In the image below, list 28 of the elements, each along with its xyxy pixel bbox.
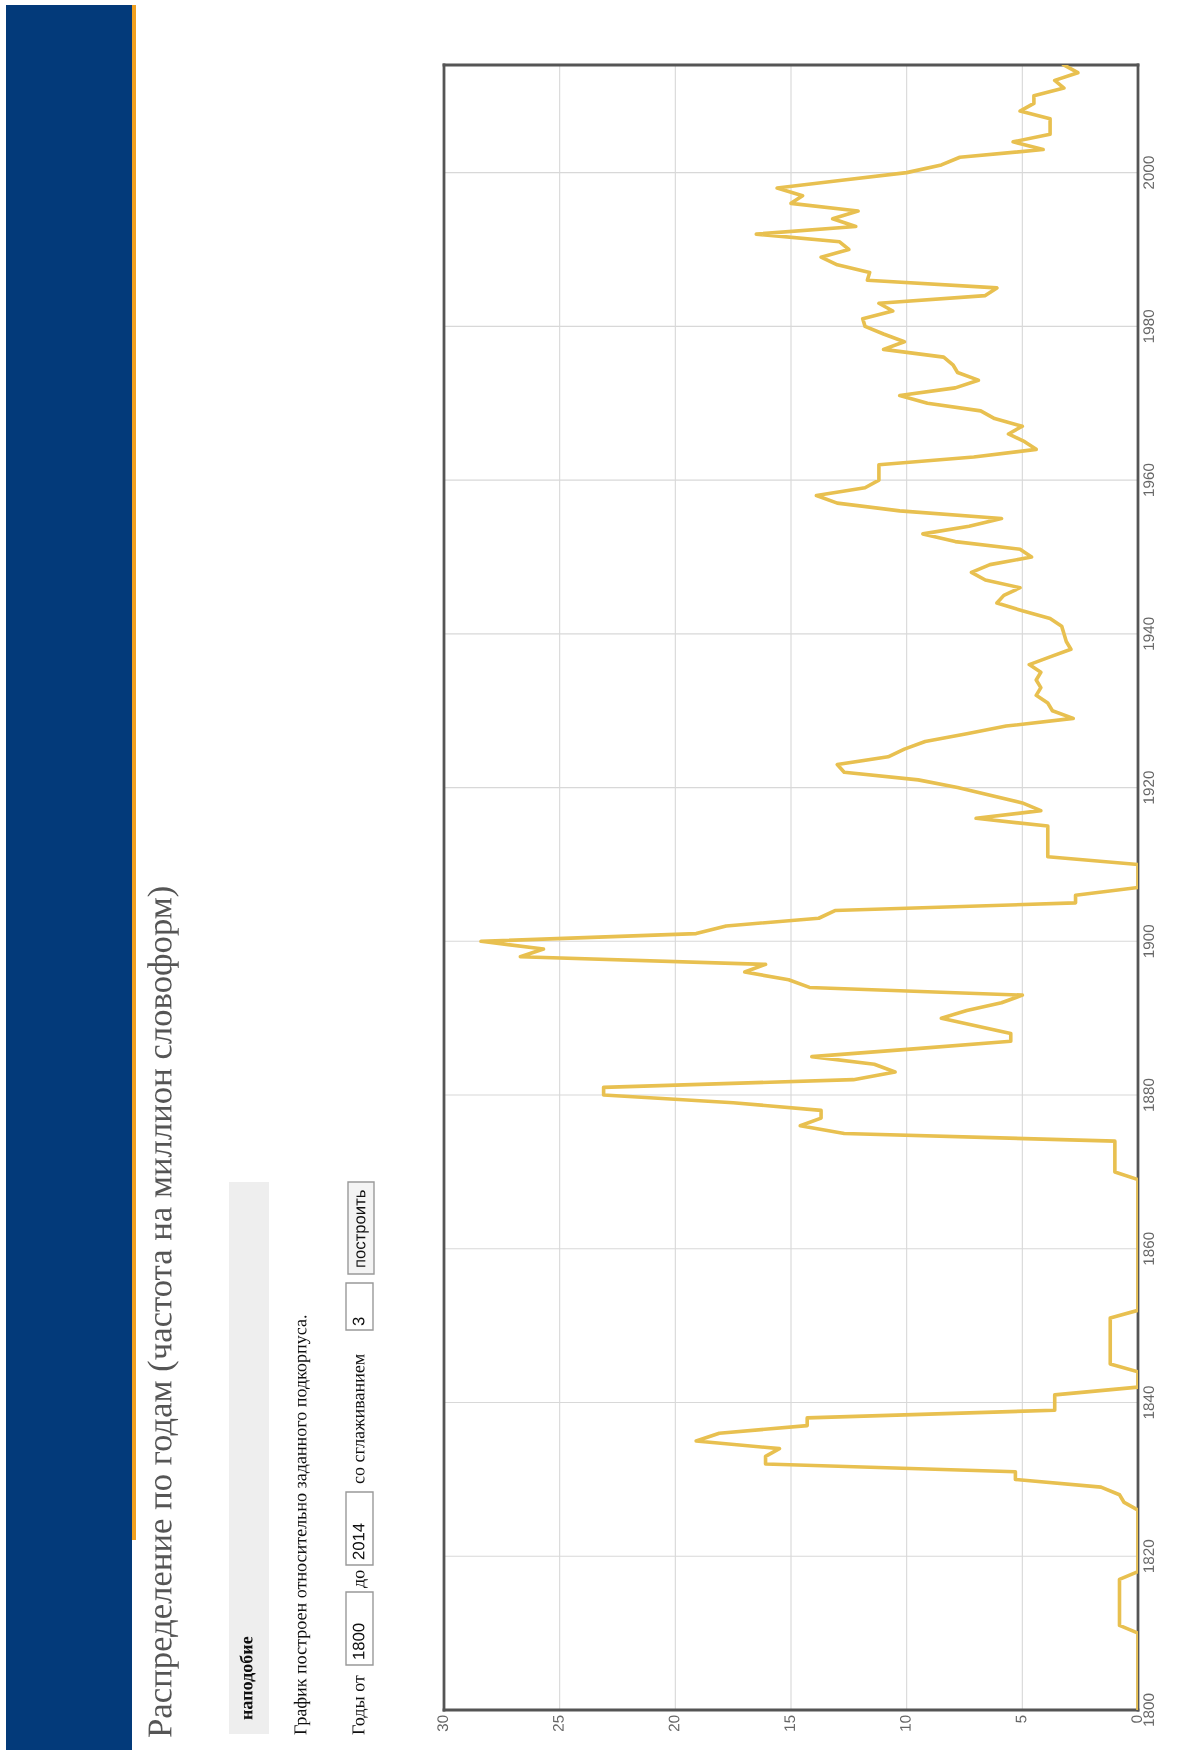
x-tick-label: 20 <box>668 1715 680 1732</box>
text: со сглаживанием <box>355 1354 365 1484</box>
y-tick-label: 1900 <box>1143 924 1155 958</box>
y-tick-label: 1920 <box>1143 771 1155 804</box>
y-tick-label: 1860 <box>1143 1232 1155 1265</box>
y-tick-label: 1940 <box>1143 617 1155 650</box>
text: 1800 <box>352 1623 365 1659</box>
text: наподобие <box>239 1636 256 1720</box>
text: 3 <box>352 1317 365 1326</box>
y-tick-label: 1820 <box>1143 1539 1155 1573</box>
x-tick-label: 25 <box>552 1715 564 1732</box>
y-tick-label: 2000 <box>1143 156 1155 189</box>
text: 2014 <box>352 1523 365 1560</box>
y-tick-label: 1980 <box>1143 309 1155 343</box>
x-tick-label: 15 <box>784 1715 796 1731</box>
x-tick-label: 5 <box>1015 1715 1027 1723</box>
x-tick-label: 10 <box>899 1715 911 1731</box>
text: Годы от <box>352 1675 368 1735</box>
text: Распределение по годам (частота на миллион словоформ) <box>147 887 179 1737</box>
x-tick-label: 0 <box>1131 1715 1143 1723</box>
y-tick-label: 1960 <box>1143 463 1155 496</box>
y-tick-label: 1840 <box>1143 1386 1155 1419</box>
y-tick-label: 1800 <box>1143 1693 1155 1726</box>
x-tick-label: 30 <box>437 1715 449 1732</box>
y-tick-label: 1880 <box>1143 1078 1155 1111</box>
text: до <box>355 1570 368 1588</box>
text: График построен относительно заданного подкорпуса. <box>293 1315 311 1735</box>
text: построить <box>356 1190 369 1267</box>
